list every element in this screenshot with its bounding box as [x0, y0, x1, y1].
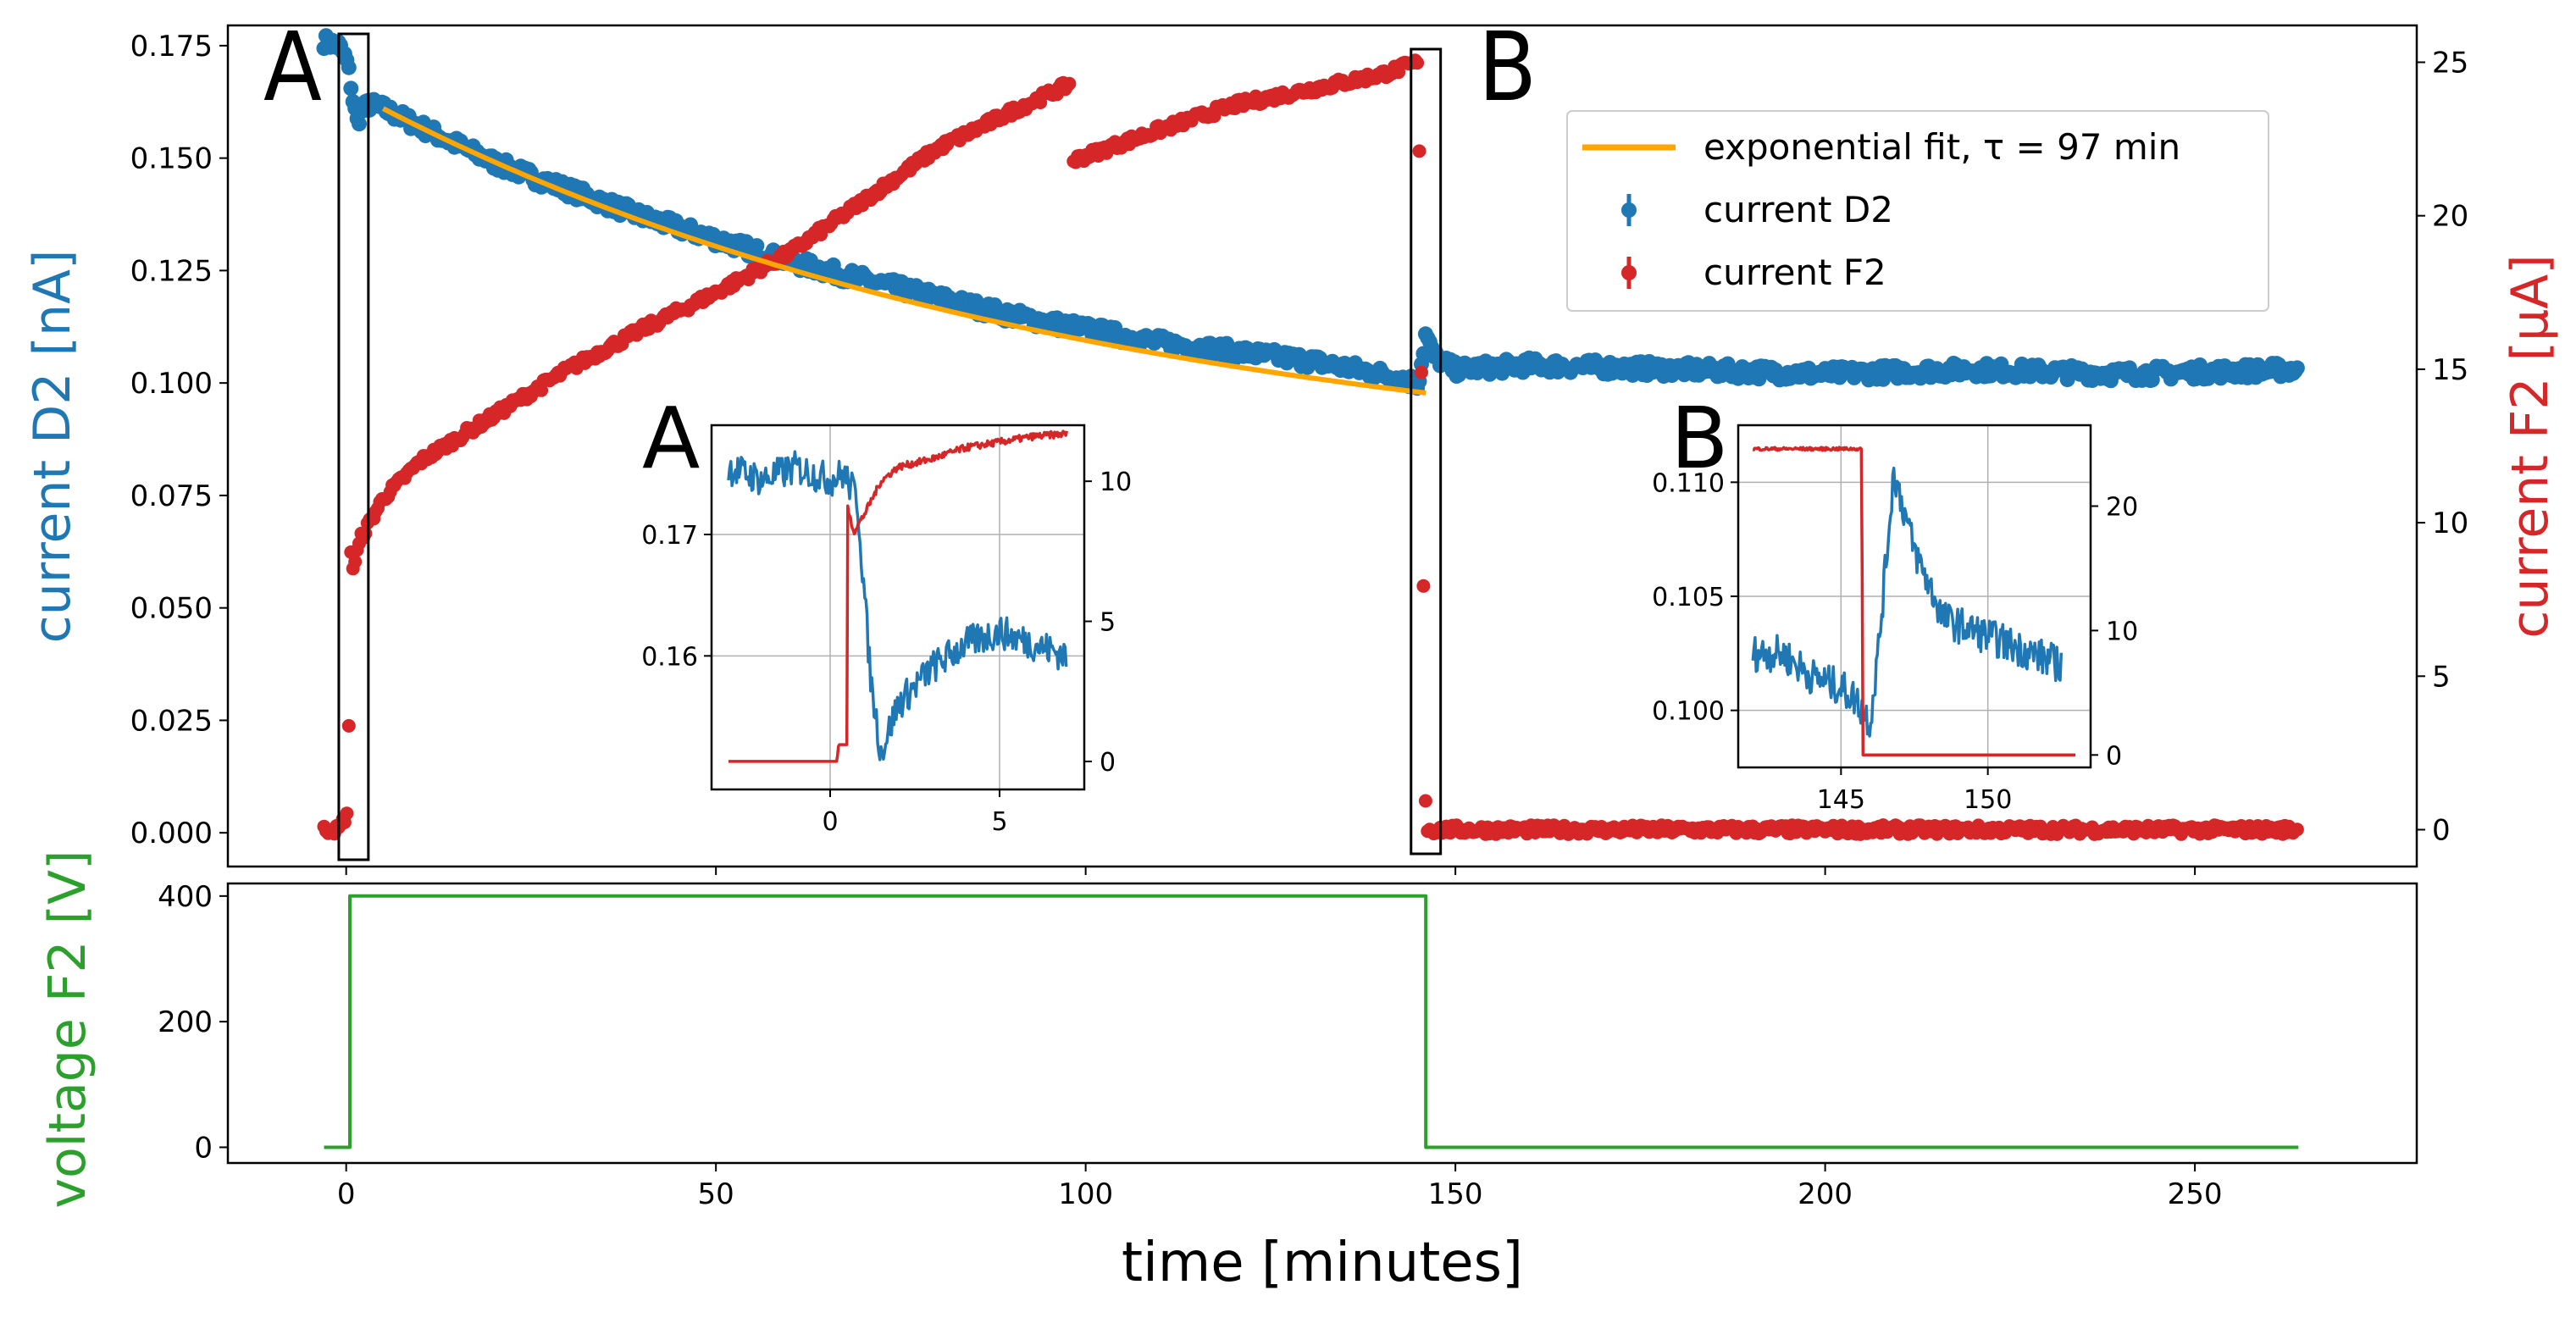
- inset-d2-trace: [1751, 466, 2064, 738]
- right-tick-label: 25: [2432, 46, 2468, 80]
- inset-right-tick-label: 5: [1100, 608, 1116, 638]
- inset-a-frame: [710, 424, 1086, 791]
- legend-fit-label: exponential fit, τ = 97 min: [1703, 126, 2180, 168]
- d2-point: [352, 116, 367, 132]
- d2-point: [749, 238, 765, 254]
- top-plot-layer: [316, 28, 2305, 861]
- f2-point: [1062, 76, 1077, 91]
- inset-right-tick-label: 10: [1100, 468, 1132, 497]
- inset-right-tick-label: 10: [2106, 617, 2138, 646]
- bottom-x-tick-label: 50: [698, 1177, 734, 1211]
- right-tick-label: 15: [2432, 353, 2468, 387]
- right-tick-label: 0: [2432, 814, 2451, 848]
- left-tick-label: 0.100: [130, 367, 213, 401]
- bottom-x-tick-label: 250: [2168, 1177, 2223, 1211]
- inset-y-tick-label: 0.105: [1652, 583, 1725, 612]
- inset-b-frame: [1737, 424, 2092, 769]
- left-tick-label: 0.050: [130, 592, 213, 626]
- right-tick-label: 5: [2432, 660, 2451, 694]
- inset-y-tick-label: 0.16: [641, 642, 698, 672]
- bottom-panel: 0 50 100 150 200 250 0 200 400 voltage F2 [V] ti…: [38, 850, 2418, 1294]
- f2-point: [1418, 794, 1432, 808]
- left-tick-label: 0.125: [130, 254, 213, 288]
- left-tick-label: 0.150: [130, 142, 213, 176]
- top-axis-ticks: 0.0000.0250.0500.0750.1000.1250.1500.175…: [130, 30, 2468, 875]
- d2-point: [2289, 360, 2305, 376]
- exponential-fit-line: [381, 106, 1426, 396]
- bottom-x-tick-label: 200: [1798, 1177, 1853, 1211]
- bottom-plot-frame: [226, 882, 2418, 1165]
- f2-point: [1410, 56, 1425, 70]
- bottom-x-tick-label: 0: [337, 1177, 356, 1211]
- voltage-f2-trace: [324, 894, 2299, 1149]
- inset-f2-trace: [728, 429, 1069, 763]
- inset-right-tick-label: 0: [1100, 748, 1116, 778]
- bottom-plot-layer: [324, 894, 2299, 1149]
- f2-point: [1416, 579, 1431, 593]
- bottom-y-tick-label: 400: [158, 880, 213, 914]
- legend-d2-label: current D2: [1703, 189, 1893, 230]
- inset-a-background: [712, 425, 1084, 789]
- marker-a-label: A: [263, 13, 322, 123]
- right-tick-label: 20: [2432, 200, 2468, 234]
- top-plot-frame: [226, 24, 2418, 868]
- bottom-y-axis-title: voltage F2 [V]: [38, 850, 97, 1209]
- right-tick-label: 10: [2432, 507, 2468, 540]
- annotation-box-b: [1410, 47, 1443, 856]
- marker-b-label: B: [1478, 13, 1537, 123]
- inset-a: 0 5 0.16 0.17 0 5 10 A: [641, 389, 1132, 837]
- legend-d2-swatch: [1621, 194, 1637, 226]
- inset-a-label: A: [642, 389, 700, 488]
- inset-b-label: B: [1670, 389, 1729, 488]
- bottom-x-tick-label: 150: [1428, 1177, 1483, 1211]
- inset-x-tick-label: 150: [1964, 785, 2012, 815]
- inset-right-tick-label: 20: [2106, 492, 2138, 522]
- inset-y-tick-label: 0.110: [1652, 468, 1725, 498]
- bottom-y-tick-label: 0: [194, 1131, 213, 1165]
- legend-f2-label: current F2: [1703, 252, 1886, 293]
- inset-right-tick-label: 0: [2106, 741, 2122, 771]
- f2-point: [340, 806, 354, 821]
- bottom-x-tick-label: 100: [1058, 1177, 1113, 1211]
- top-panel: 0.0000.0250.0500.0750.1000.1250.1500.175…: [23, 13, 2560, 875]
- d2-point: [341, 59, 357, 75]
- f2-point: [341, 718, 356, 733]
- inset-x-tick-label: 145: [1817, 785, 1865, 815]
- left-y-axis-title: current D2 [nA]: [23, 250, 82, 644]
- legend-f2-swatch: [1621, 257, 1637, 289]
- inset-b: 145 150 0.100 0.105 0.110 0 10 20 B: [1652, 389, 2138, 815]
- inset-y-tick-label: 0.100: [1652, 697, 1725, 727]
- current-f2-series: [317, 53, 2304, 841]
- annotation-box-a: [337, 32, 370, 861]
- x-axis-title: time [minutes]: [1122, 1232, 1523, 1294]
- f2-point: [1415, 365, 1428, 379]
- f2-point: [2290, 822, 2304, 837]
- f2-point: [1412, 144, 1426, 158]
- legend: exponential fit, τ = 97 min current D2 c…: [1566, 110, 2269, 312]
- f2-point: [535, 383, 549, 397]
- inset-x-tick-label: 5: [991, 807, 1007, 837]
- inset-a-plot-layer: 0 5 0.16 0.17 0 5 10: [641, 425, 1132, 837]
- inset-d2-trace: [727, 450, 1068, 761]
- inset-f2-trace: [1752, 446, 2076, 757]
- inset-y-tick-label: 0.17: [641, 521, 698, 551]
- left-tick-label: 0.175: [130, 30, 213, 64]
- left-tick-label: 0.025: [130, 704, 213, 738]
- left-tick-label: 0.075: [130, 479, 213, 513]
- left-tick-label: 0.000: [130, 817, 213, 850]
- inset-x-tick-label: 0: [822, 807, 838, 837]
- legend-frame: [1566, 110, 2269, 312]
- inset-b-plot-layer: 145 150 0.100 0.105 0.110 0 10 20: [1652, 425, 2138, 815]
- right-y-axis-title: current F2 [μA]: [2501, 254, 2560, 638]
- f2-point: [348, 555, 363, 569]
- bottom-axis-ticks: 0 50 100 150 200 250 0 200 400: [158, 880, 2222, 1211]
- d2-point: [343, 80, 359, 97]
- bottom-y-tick-label: 200: [158, 1005, 213, 1039]
